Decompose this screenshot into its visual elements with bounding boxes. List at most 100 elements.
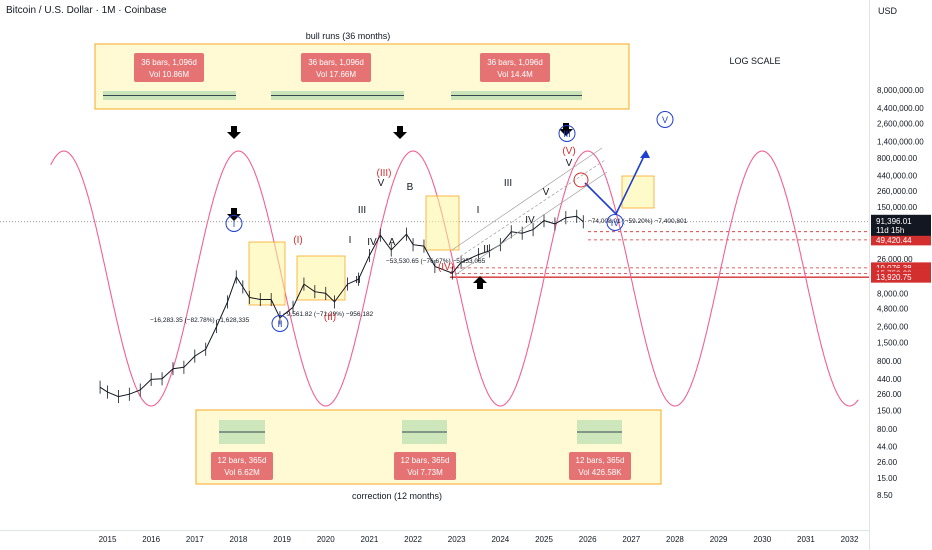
level-tag-label: 13,920.75 <box>876 273 912 282</box>
wave-label-black: IV <box>525 215 535 226</box>
wave-label-red: (II) <box>324 312 336 323</box>
y-tick-label: 800.00 <box>877 357 902 366</box>
wave-label-blue: I <box>233 219 236 229</box>
y-tick-label: 8,000.00 <box>877 289 909 298</box>
down-arrow-icon <box>559 123 573 136</box>
x-tick-label: 2019 <box>273 535 291 544</box>
y-tick-label: 8,000,000.00 <box>877 86 924 95</box>
projection-path <box>584 151 647 216</box>
level-tag-label: 49,420.44 <box>876 236 912 245</box>
wave-label-red: (V) <box>562 146 575 157</box>
channel-mid-line <box>451 159 606 263</box>
level-tag <box>871 262 931 274</box>
wave-label-black: III <box>358 205 366 216</box>
correction-stat-vol: Vol 6.62M <box>224 468 260 477</box>
x-tick-label: 2028 <box>666 535 684 544</box>
down-arrow-icon <box>227 126 241 139</box>
y-tick-label: 150.00 <box>877 406 902 415</box>
drawdown-measure-label: −16,283.35 (−82.78%) −1,628,335 <box>150 317 250 324</box>
correction-label: correction (12 months) <box>352 491 442 501</box>
chart-title: Bitcoin / U.S. Dollar · 1M · Coinbase <box>6 5 167 16</box>
wave-label-black: IV <box>367 237 377 248</box>
y-tick-label: 440,000.00 <box>877 172 918 181</box>
bull-stat-vol: Vol 14.4M <box>497 70 533 79</box>
x-tick-label: 2023 <box>448 535 466 544</box>
bull-stat-vol: Vol 17.66M <box>316 70 356 79</box>
y-tick-label: 260,000.00 <box>877 187 918 196</box>
wave-label-black: A <box>389 237 396 248</box>
y-tick-label: 440.00 <box>877 375 902 384</box>
current-price-tag <box>871 214 931 236</box>
drawdown-box <box>248 241 286 306</box>
correction-stat-bars: 12 bars, 365d <box>218 456 267 465</box>
x-tick-label: 2020 <box>317 535 335 544</box>
x-tick-label: 2030 <box>753 535 771 544</box>
down-arrow-icon <box>393 126 407 139</box>
log-scale-label: LOG SCALE <box>729 56 780 66</box>
y-tick-label: 8.50 <box>877 491 893 500</box>
price-series-line <box>99 215 584 398</box>
wave-label-red: (I) <box>293 235 302 246</box>
y-tick-label: 26,000.00 <box>877 255 913 264</box>
wave-label-black: V <box>543 187 550 198</box>
y-tick-label: 1,400,000.00 <box>877 138 924 147</box>
drawdown-box <box>425 195 460 251</box>
correction-stat-bars: 12 bars, 365d <box>576 456 625 465</box>
correction-stat-vol: Vol 426.58K <box>578 468 622 477</box>
drawdown-measure-label: −74,008.01 (−59.20%) −7,400,801 <box>588 218 688 225</box>
cycle-wave-line <box>50 150 859 407</box>
channel-upper-line <box>451 147 603 251</box>
drawdown-measure-label: −53,530.65 (−76.67%) −5,353,065 <box>386 258 486 265</box>
wave-label-black: I <box>477 205 480 216</box>
wave-circle <box>225 215 243 232</box>
up-arrow-icon <box>473 276 487 289</box>
down-arrow-icon <box>227 208 241 221</box>
x-tick-label: 2026 <box>579 535 597 544</box>
x-tick-label: 2015 <box>99 535 117 544</box>
level-tag <box>871 271 931 283</box>
x-tick-label: 2025 <box>535 535 553 544</box>
projection-arrowhead <box>640 150 650 158</box>
y-tick-label: 4,800.00 <box>877 304 909 313</box>
wave-label-black: II <box>355 275 361 286</box>
wave-label-black: II <box>483 244 489 255</box>
correction-stat-box <box>394 452 456 480</box>
drawdown-measure-label: −9,561.82 (−71.29%) −956,182 <box>283 311 374 318</box>
x-tick-label: 2031 <box>797 535 815 544</box>
wave-label-black: V <box>378 178 385 189</box>
x-tick-label: 2016 <box>142 535 160 544</box>
x-tick-label: 2032 <box>841 535 859 544</box>
x-tick-label: 2021 <box>361 535 379 544</box>
current-price-value: 91,396.01 <box>876 217 912 226</box>
bull-stat-bars: 36 bars, 1,096d <box>308 58 364 67</box>
bull-stat-bars: 36 bars, 1,096d <box>487 58 543 67</box>
wave-label-black: B <box>407 182 414 193</box>
bull-stat-box <box>301 53 371 82</box>
y-tick-label: 150,000.00 <box>877 203 918 212</box>
y-tick-label: 1,500.00 <box>877 339 909 348</box>
wave-label-red: (III) <box>377 168 392 179</box>
wave-label-black: III <box>504 178 512 189</box>
x-tick-label: 2027 <box>622 535 640 544</box>
current-wave-circle <box>573 172 589 188</box>
wave-circle <box>606 214 624 231</box>
y-tick-label: 2,600,000.00 <box>877 119 924 128</box>
wave-label-blue: III <box>563 129 571 139</box>
wave-label-blue: II <box>277 319 282 329</box>
wave-label-red: (IV) <box>438 262 454 273</box>
wave-label-black: V <box>566 158 573 169</box>
wave-circle <box>558 125 576 142</box>
bull-stat-box <box>480 53 550 82</box>
y-tick-label: 4,400,000.00 <box>877 104 924 113</box>
y-tick-label: 80.00 <box>877 425 898 434</box>
wave-circle <box>656 111 674 128</box>
y-tick-label: 26.00 <box>877 458 898 467</box>
x-tick-label: 2029 <box>710 535 728 544</box>
x-tick-label: 2022 <box>404 535 422 544</box>
bull-stat-vol: Vol 10.86M <box>149 70 189 79</box>
level-tag <box>871 234 931 246</box>
currency-label[interactable]: USD <box>878 6 898 16</box>
wave-label-blue: IV <box>611 218 620 228</box>
countdown-value: 11d 15h <box>876 226 904 235</box>
